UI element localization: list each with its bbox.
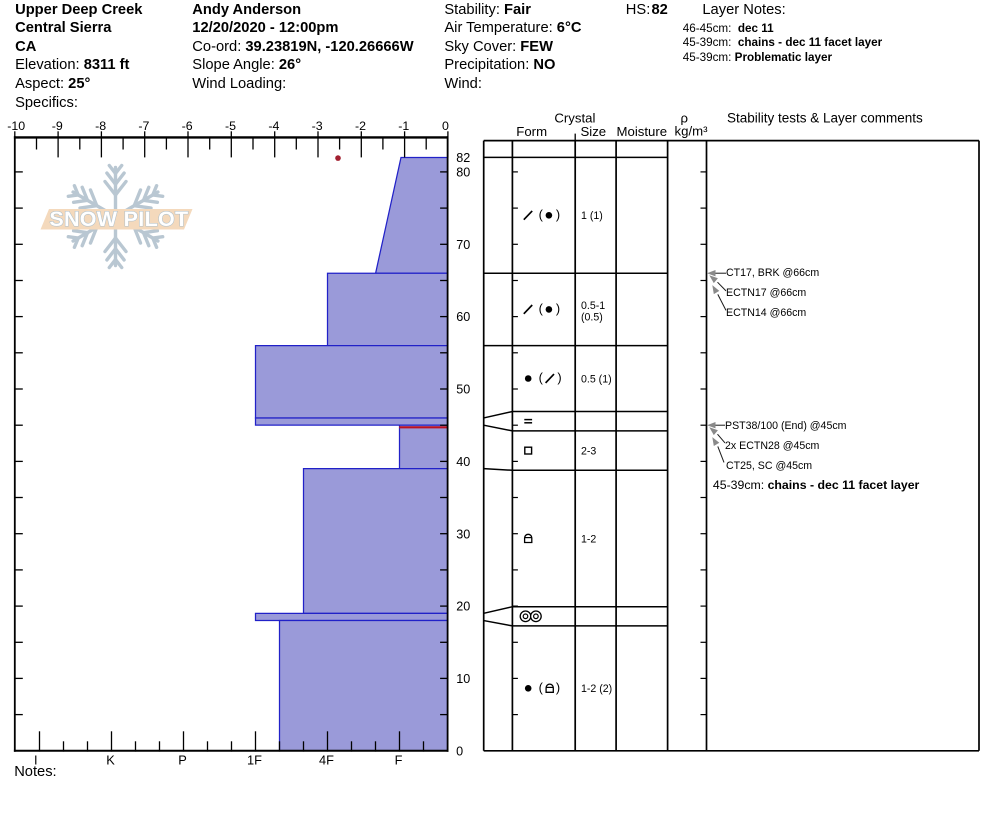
svg-text:(: ( [539, 207, 544, 222]
svg-text:): ) [556, 680, 560, 695]
svg-text:(: ( [539, 370, 544, 385]
svg-text:0.5-1: 0.5-1 [581, 300, 605, 312]
svg-text:-2: -2 [355, 119, 366, 133]
svg-text:0.5 (1): 0.5 (1) [581, 373, 612, 385]
svg-text:-8: -8 [95, 119, 106, 133]
svg-text:ρ: ρ [680, 111, 688, 126]
svg-text:(: ( [539, 680, 544, 695]
svg-text:0: 0 [456, 744, 463, 758]
svg-text:4F: 4F [319, 753, 334, 768]
svg-text:1-2 (2): 1-2 (2) [581, 683, 612, 695]
svg-text:80: 80 [456, 166, 470, 180]
svg-text:(: ( [539, 301, 544, 316]
svg-text:-6: -6 [182, 119, 193, 133]
svg-text:-7: -7 [138, 119, 149, 133]
svg-text:10: 10 [456, 672, 470, 686]
svg-text:20: 20 [456, 600, 470, 614]
svg-text:I: I [34, 753, 38, 768]
svg-text:1F: 1F [247, 753, 262, 768]
svg-text:Stability tests & Layer commen: Stability tests & Layer comments [727, 110, 923, 125]
svg-text:50: 50 [456, 383, 470, 397]
svg-text:Form: Form [516, 124, 547, 139]
svg-text:40: 40 [456, 455, 470, 469]
svg-text:(0.5): (0.5) [581, 312, 603, 324]
svg-text:1 (1): 1 (1) [581, 210, 603, 222]
svg-text:Moisture: Moisture [617, 124, 668, 139]
svg-text:): ) [556, 301, 560, 316]
svg-text:0: 0 [442, 119, 449, 133]
svg-text:70: 70 [456, 238, 470, 252]
svg-text:kg/m³: kg/m³ [675, 123, 709, 138]
svg-text:82: 82 [456, 151, 470, 165]
svg-text:): ) [556, 207, 560, 222]
svg-text:P: P [178, 753, 187, 768]
svg-text:-9: -9 [52, 119, 63, 133]
svg-text:SNOW PILOT: SNOW PILOT [49, 207, 188, 231]
svg-text:-10: -10 [7, 119, 25, 133]
svg-text:-5: -5 [225, 119, 236, 133]
svg-text:-1: -1 [398, 119, 409, 133]
svg-text:K: K [106, 753, 115, 768]
svg-text:30: 30 [456, 527, 470, 541]
svg-text:Size: Size [580, 124, 606, 139]
svg-text:-4: -4 [268, 119, 279, 133]
svg-text:60: 60 [456, 310, 470, 324]
svg-text:2-3: 2-3 [581, 445, 596, 457]
svg-text:F: F [395, 753, 403, 768]
svg-text:-3: -3 [312, 119, 323, 133]
svg-text:Crystal: Crystal [554, 111, 595, 126]
svg-text:): ) [557, 370, 561, 385]
svg-text:1-2: 1-2 [581, 533, 596, 545]
